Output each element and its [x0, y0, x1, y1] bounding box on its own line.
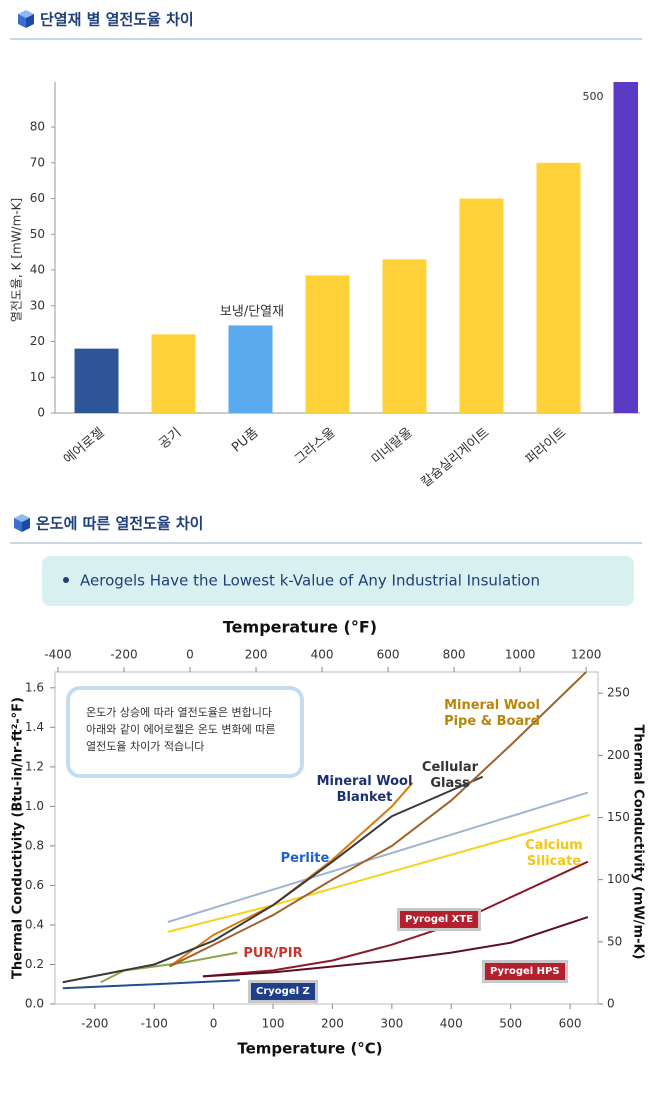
y-axis-label: 열전도율, K [mW/m-K]	[10, 198, 24, 322]
note-line: 아래와 같이 에어로젤은 온도 변화에 따른	[86, 723, 276, 736]
cube-icon	[14, 514, 30, 532]
y2-tick-label: 150	[607, 810, 630, 824]
y-tick-label: 0.4	[25, 917, 44, 931]
bar	[75, 349, 119, 413]
x2-tick-label: -400	[44, 648, 71, 662]
series-label: Pyrogel HPS	[482, 960, 568, 983]
bar	[229, 325, 273, 413]
x-tick-label: 200	[321, 1017, 344, 1031]
cube-icon	[18, 10, 34, 28]
badge-text: Pyrogel HPS	[485, 963, 565, 980]
x-tick-label: 에어로젤	[61, 425, 107, 467]
y2-tick-label: 0	[607, 997, 615, 1011]
y2-tick-label: 200	[607, 748, 630, 762]
series-line	[63, 980, 240, 988]
x-tick-label: 600	[559, 1017, 582, 1031]
annotation: 보냉/단열재	[220, 305, 284, 320]
badge-text: Pyrogel XTE	[400, 911, 478, 928]
series-line	[168, 815, 590, 932]
bars	[75, 0, 650, 413]
y-tick-label: 30	[30, 298, 45, 312]
note-line: 열전도율 차이가 적습니다	[86, 740, 204, 753]
x2-tick-label: 0	[186, 648, 194, 662]
x-tick-label: 0	[210, 1017, 218, 1031]
bar	[152, 334, 196, 413]
series-line	[170, 783, 413, 967]
y-tick-label: 60	[30, 191, 45, 205]
x-tick-label: -100	[141, 1017, 168, 1031]
x2-tick-label: 200	[245, 648, 268, 662]
note-line: 온도가 상승에 따라 열전도율은 변합니다	[86, 706, 272, 719]
x-tick-label: 칼슘실리게이트	[419, 425, 493, 490]
x-tick-label: 400	[440, 1017, 463, 1031]
bar	[537, 163, 581, 413]
bullet	[63, 577, 69, 583]
x2-tick-label: -200	[110, 648, 137, 662]
y-tick-label: 20	[30, 334, 45, 348]
x-tick-label: 미네랄울	[369, 425, 415, 467]
x-tick-label: 공기	[156, 425, 184, 452]
y-tick-label: 1.2	[25, 759, 44, 773]
bar	[614, 0, 650, 413]
bar	[460, 199, 504, 413]
badge-text: Cryogel Z	[251, 983, 315, 1000]
series-line	[101, 953, 238, 983]
y-tick-label: 1.0	[25, 799, 44, 813]
series-label: Mineral Wool Blanket	[312, 774, 417, 806]
series-label: Pyrogel XTE	[397, 908, 481, 931]
x-tick-label: PU폼	[229, 425, 261, 455]
x2-tick-label: 600	[377, 648, 400, 662]
x-tick-label: -200	[81, 1017, 108, 1031]
y-tick-label: 0.6	[25, 878, 44, 892]
subtitle: Aerogels Have the Lowest k-Value of Any …	[80, 572, 540, 590]
x-tick-label: 퍼라이트	[523, 425, 569, 467]
y-tick-label: 80	[30, 120, 45, 134]
x-tick-label: 500	[499, 1017, 522, 1031]
series-label: Perlite	[275, 851, 335, 867]
x-tick-label: 그라스울	[292, 425, 338, 467]
y-tick-label: 50	[30, 227, 45, 241]
y2-tick-label: 100	[607, 872, 630, 886]
series-label: Cryogel Z	[248, 980, 318, 1003]
series-label: Calcium Silicate	[515, 838, 593, 870]
y-tick-label: 0	[37, 406, 45, 420]
y-tick-label: 10	[30, 370, 45, 384]
y-axis-label: Thermal Conductivity (Btu-in/hr-ft²-°F)	[11, 697, 26, 979]
x-axis-label: Temperature (°C)	[237, 1040, 382, 1058]
x2-tick-label: 1000	[505, 648, 536, 662]
bar	[306, 275, 350, 413]
y-tick-label: 1.6	[25, 680, 44, 694]
x2-tick-label: 400	[311, 648, 334, 662]
y-tick-label: 70	[30, 155, 45, 169]
section-title: 온도에 따른 열전도율 차이	[36, 515, 203, 533]
y-tick-label: 1.4	[25, 720, 44, 734]
series-label: PUR/PIR	[238, 946, 308, 962]
y2-axis-label: Thermal Conductivity (mW/m-K)	[631, 725, 646, 960]
x-tick-label: 100	[262, 1017, 285, 1031]
y-tick-label: 0.0	[25, 997, 44, 1011]
series-label: Cellular Glass	[418, 760, 482, 792]
series-label: Mineral Wool Pipe & Board	[440, 698, 544, 730]
y2-tick-label: 50	[607, 934, 622, 948]
section-title: 단열재 별 열전도율 차이	[40, 11, 194, 29]
x2-tick-label: 1200	[571, 648, 602, 662]
y-tick-label: 0.2	[25, 957, 44, 971]
y-tick-label: 0.8	[25, 838, 44, 852]
x-tick-label: 300	[380, 1017, 403, 1031]
y2-tick-label: 250	[607, 686, 630, 700]
x2-axis-label: Temperature (°F)	[223, 618, 377, 637]
bar	[383, 259, 427, 413]
value-label: 500	[583, 90, 604, 103]
y-tick-label: 40	[30, 263, 45, 277]
x2-tick-label: 800	[443, 648, 466, 662]
